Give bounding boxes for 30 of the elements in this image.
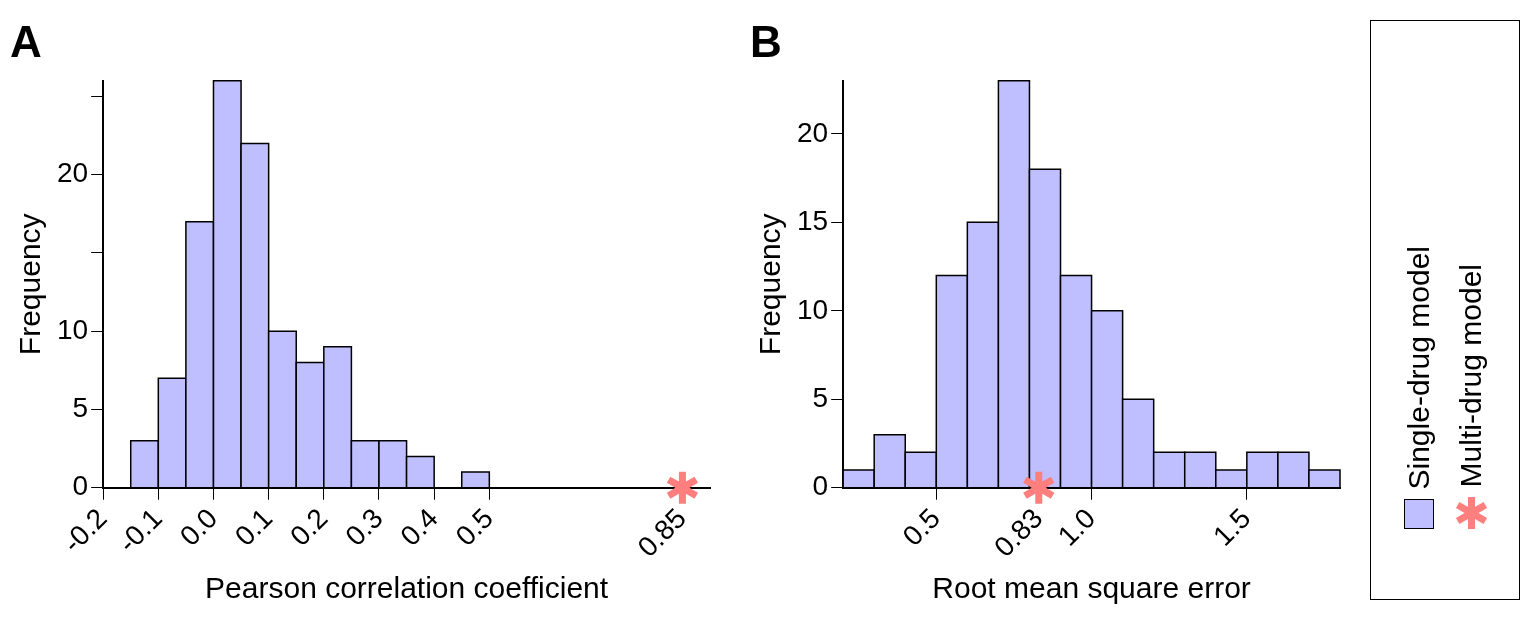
x-tick-label: 0.83 bbox=[988, 502, 1049, 563]
chart-title: A bbox=[10, 16, 42, 66]
x-tick-label: 0.0 bbox=[173, 502, 224, 552]
y-tick-label: 0 bbox=[72, 470, 89, 502]
x-tick-label: 1.0 bbox=[1051, 502, 1102, 552]
x-tick-label: 1.5 bbox=[1207, 502, 1257, 552]
x-tick-label: -0.1 bbox=[111, 502, 169, 559]
y-tick-label: 20 bbox=[56, 157, 89, 189]
x-axis-title: Pearson correlation coefficient bbox=[205, 571, 609, 605]
chart-title: B bbox=[750, 16, 782, 66]
x-axis-title: Root mean square error bbox=[932, 571, 1251, 605]
x-tick-label: 0.85 bbox=[631, 502, 693, 563]
y-axis-title: Frequency bbox=[13, 213, 47, 356]
y-axis-title: Frequency bbox=[753, 213, 787, 356]
y-tick-label: 5 bbox=[72, 392, 89, 424]
text: Multi-drug model bbox=[1454, 263, 1488, 487]
y-tick-label: 15 bbox=[796, 205, 829, 237]
x-tick-label: 0.4 bbox=[394, 502, 444, 552]
y-tick-label: 10 bbox=[56, 313, 89, 345]
y-tick-label: 20 bbox=[796, 116, 829, 148]
text: Single-drug model bbox=[1402, 245, 1436, 489]
y-tick-label: 0 bbox=[812, 470, 829, 502]
x-tick-label: 0.1 bbox=[228, 502, 279, 552]
x-tick-label: 0.5 bbox=[896, 502, 947, 552]
x-tick-label: 0.5 bbox=[449, 502, 500, 552]
x-tick-label: -0.2 bbox=[56, 502, 113, 559]
x-tick-label: 0.3 bbox=[339, 502, 389, 552]
x-tick-label: 0.2 bbox=[284, 502, 334, 552]
y-tick-label: 10 bbox=[796, 293, 829, 325]
y-tick-label: 5 bbox=[812, 381, 829, 413]
